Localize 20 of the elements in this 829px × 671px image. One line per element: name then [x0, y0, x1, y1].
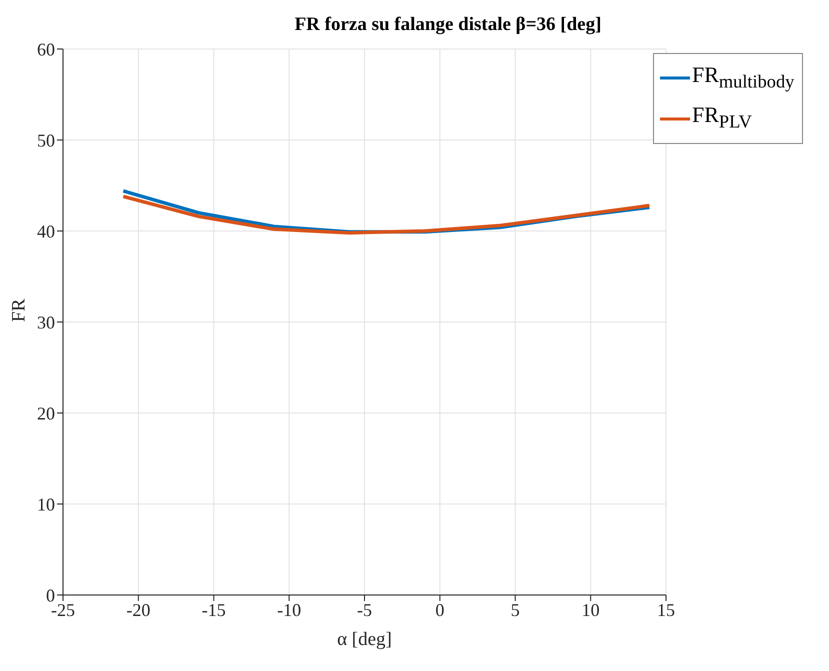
y-axis-title: FR: [8, 298, 30, 322]
x-tick-label: -15: [202, 600, 226, 620]
y-tick-label: 60: [37, 39, 55, 60]
x-axis-title: α [deg]: [337, 629, 392, 650]
chart-title: FR forza su falange distale β=36 [deg]: [294, 14, 602, 35]
x-tick-label: -20: [126, 600, 150, 620]
y-tick-label: 40: [37, 221, 55, 242]
x-tick-label: 0: [435, 600, 444, 620]
x-tick-label: -5: [357, 600, 372, 620]
x-tick-label: 5: [510, 600, 520, 620]
x-tick-label: 15: [657, 600, 675, 620]
x-tick-label: -10: [277, 600, 302, 620]
y-tick-label: 30: [37, 312, 55, 332]
y-tick-label: 50: [37, 130, 55, 150]
legend-label: FR$_{PLV}$: [692, 101, 752, 134]
y-tick-label: 10: [37, 494, 55, 514]
y-tick-label: 0: [46, 585, 55, 606]
y-tick-label: 20: [37, 403, 55, 424]
legend-label: FR$_{multibody}$: [692, 61, 794, 94]
x-tick-label: 10: [582, 600, 600, 620]
